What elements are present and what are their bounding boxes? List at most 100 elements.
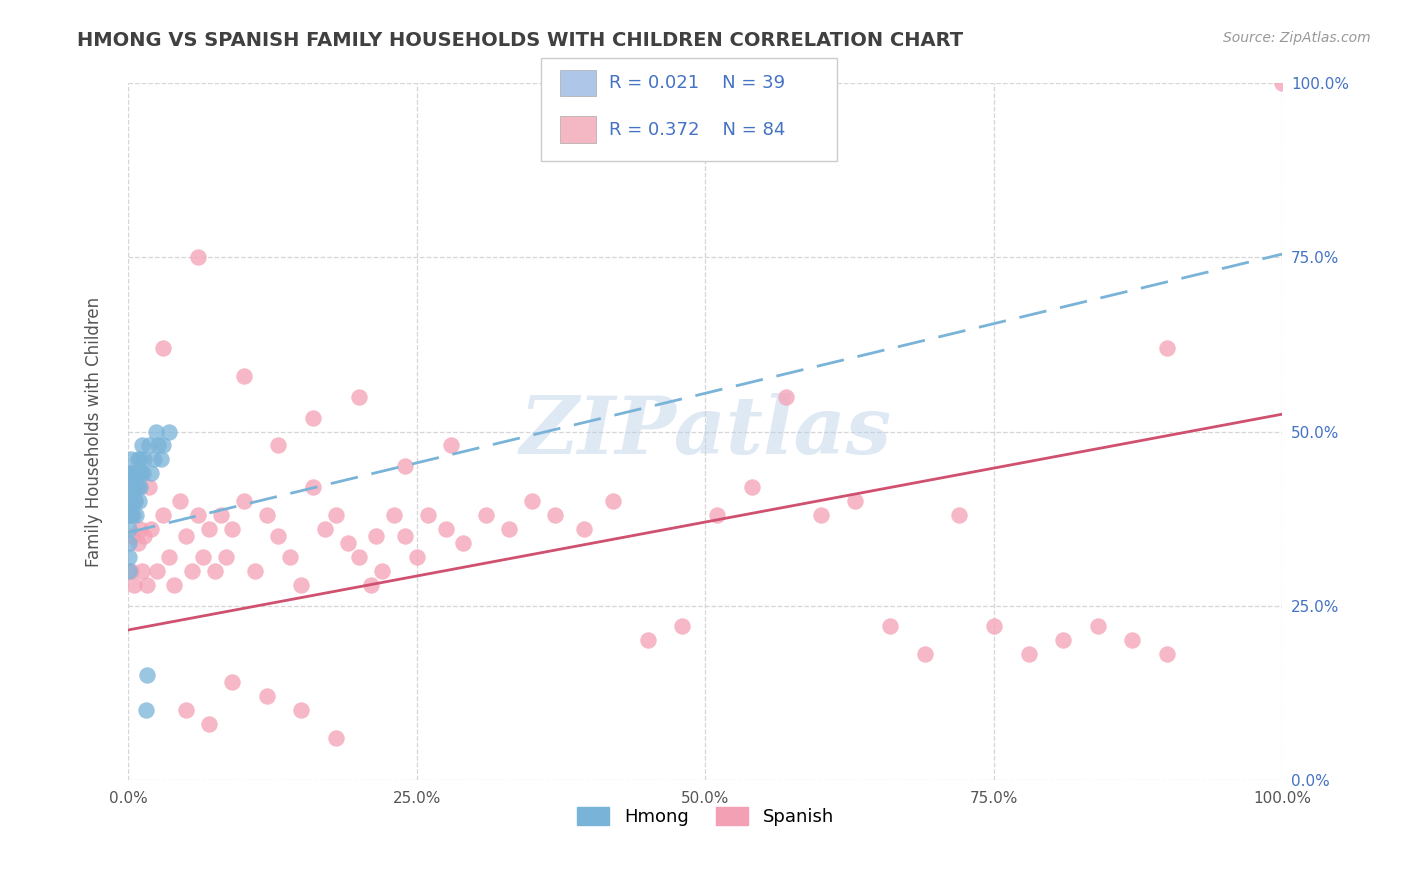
Point (124, 494, 146, 508)
Point (475, 508, 498, 522)
Point (138, 438, 160, 452)
Point (127, 480, 149, 494)
Point (209, 508, 232, 522)
Point (267, 529, 290, 543)
Point (122, 480, 145, 494)
Point (135, 703, 157, 717)
Point (129, 467, 152, 481)
Point (138, 480, 160, 494)
Point (245, 564, 267, 578)
Point (775, 390, 797, 404)
Point (418, 508, 440, 522)
Point (232, 494, 254, 508)
Point (120, 564, 142, 578)
Point (118, 549, 141, 564)
Point (135, 668, 157, 682)
Point (1052, 633, 1074, 648)
Point (180, 564, 202, 578)
Point (1271, 77, 1294, 91)
Point (451, 536, 474, 550)
Point (198, 522, 221, 536)
Point (128, 452, 150, 467)
Point (128, 480, 150, 494)
Point (127, 536, 149, 550)
Point (120, 508, 142, 522)
Point (134, 529, 156, 543)
Point (131, 438, 153, 452)
Point (118, 564, 141, 578)
Point (145, 425, 167, 439)
Point (879, 619, 901, 633)
Point (120, 494, 142, 508)
Point (152, 508, 174, 522)
Point (366, 529, 388, 543)
Point (198, 717, 221, 731)
Point (983, 619, 1005, 633)
Text: HMONG VS SPANISH FAMILY HOUSEHOLDS WITH CHILDREN CORRELATION CHART: HMONG VS SPANISH FAMILY HOUSEHOLDS WITH … (77, 31, 963, 50)
Point (118, 508, 141, 522)
Point (302, 410, 325, 425)
Point (394, 529, 416, 543)
Point (128, 494, 150, 508)
Point (914, 648, 936, 662)
Point (314, 522, 336, 536)
Point (574, 522, 596, 536)
Point (149, 452, 172, 467)
Point (152, 438, 174, 452)
Point (122, 577, 145, 591)
Text: Source: ZipAtlas.com: Source: ZipAtlas.com (1223, 31, 1371, 45)
Point (221, 675, 243, 690)
Point (193, 549, 215, 564)
Point (810, 508, 832, 522)
Point (256, 689, 278, 703)
Point (174, 703, 197, 717)
Point (290, 703, 312, 717)
Point (290, 577, 312, 591)
Text: R = 0.021    N = 39: R = 0.021 N = 39 (609, 74, 785, 92)
Point (142, 452, 165, 467)
Point (360, 577, 382, 591)
Point (124, 494, 146, 508)
Point (122, 508, 145, 522)
Point (256, 508, 278, 522)
Point (948, 508, 970, 522)
Point (336, 536, 359, 550)
Point (131, 564, 153, 578)
Point (671, 619, 693, 633)
Point (187, 251, 209, 265)
Point (325, 508, 347, 522)
Point (141, 522, 163, 536)
Point (121, 529, 143, 543)
Point (125, 467, 148, 481)
Point (128, 467, 150, 481)
Text: R = 0.372    N = 84: R = 0.372 N = 84 (609, 120, 785, 138)
Point (163, 577, 186, 591)
Point (157, 425, 180, 439)
Point (122, 480, 145, 494)
Point (325, 731, 347, 745)
Point (394, 459, 416, 474)
Point (278, 549, 301, 564)
Point (128, 522, 150, 536)
Point (146, 564, 169, 578)
Point (141, 467, 163, 481)
Point (544, 508, 567, 522)
Point (382, 508, 405, 522)
Point (405, 549, 427, 564)
Point (118, 522, 141, 536)
Point (522, 494, 544, 508)
Point (174, 529, 197, 543)
Point (122, 467, 145, 481)
Point (637, 633, 659, 648)
Point (347, 390, 370, 404)
Point (215, 549, 238, 564)
Text: ZIPatlas: ZIPatlas (519, 392, 891, 470)
Point (498, 522, 520, 536)
Point (121, 494, 143, 508)
Point (118, 480, 141, 494)
Point (434, 522, 457, 536)
Point (1121, 633, 1143, 648)
Legend: Hmong, Spanish: Hmong, Spanish (569, 799, 841, 833)
Point (347, 549, 370, 564)
Point (187, 508, 209, 522)
